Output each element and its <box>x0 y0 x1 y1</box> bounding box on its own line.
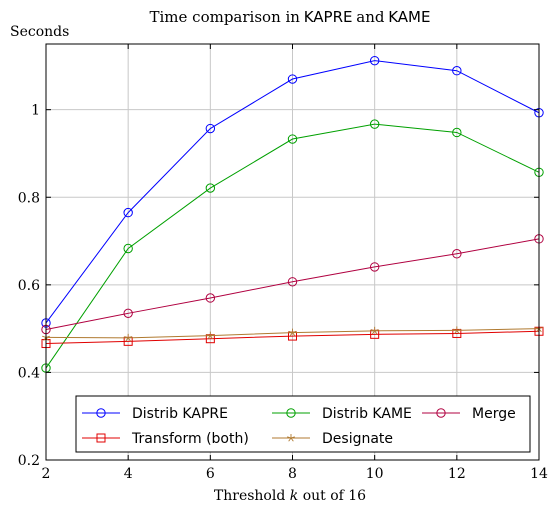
y-tick-label: 0.8 <box>18 190 40 206</box>
data-point <box>287 74 298 84</box>
grid <box>46 44 539 460</box>
star-ray <box>45 335 50 338</box>
star-ray <box>454 330 458 334</box>
data-point <box>452 66 462 76</box>
data-point <box>123 207 133 218</box>
y-tick-label: 0.4 <box>18 365 40 381</box>
legend-marker <box>96 408 106 418</box>
x-tick-label: 2 <box>42 466 51 482</box>
star-ray <box>125 337 129 342</box>
star-ray <box>128 336 133 339</box>
legend-label: Designate <box>322 431 393 447</box>
legend-marker <box>436 408 446 418</box>
x-tick-label: 6 <box>206 466 215 482</box>
star-ray <box>292 330 297 334</box>
star-ray <box>374 330 378 335</box>
x-axis-label: Threshold k out of 16 <box>214 488 366 504</box>
star-ray <box>290 436 295 439</box>
y-axis-label: Seconds <box>10 24 69 40</box>
star-ray <box>288 330 293 334</box>
star-ray <box>288 437 292 442</box>
legend-label: Transform (both) <box>131 431 249 447</box>
star-ray <box>124 336 129 339</box>
legend-item: Transform (both) <box>82 431 249 447</box>
data-point <box>205 183 216 193</box>
data-point <box>206 331 215 340</box>
legend-label: Distrib KAME <box>322 406 412 422</box>
star-ray <box>127 337 131 342</box>
data-point <box>124 333 133 342</box>
axis-ticks: 2 4 6 8 10 12 14 0.2 0.4 0.6 0.8 1 <box>18 44 548 482</box>
data-point <box>287 277 298 287</box>
legend-marker <box>286 408 296 418</box>
legend-item: Designate <box>272 431 393 447</box>
star-ray <box>374 329 379 332</box>
star-ray <box>207 335 211 340</box>
series-distrib-kame <box>41 119 544 373</box>
legend-item: Distrib KAPRE <box>82 406 228 422</box>
legend-label: Distrib KAPRE <box>132 406 228 422</box>
legend-item: Distrib KAME <box>272 406 412 422</box>
star-ray <box>209 335 214 340</box>
data-point <box>370 326 379 335</box>
series-line <box>45 238 540 330</box>
x-tick-label: 8 <box>288 466 297 482</box>
data-point <box>369 119 380 129</box>
data-point <box>123 308 133 319</box>
y-tick-label: 0.6 <box>18 278 40 294</box>
legend: Distrib KAPRE Distrib KAME Merge Transform … <box>75 395 531 453</box>
star-ray <box>452 328 457 331</box>
star-ray <box>535 326 540 330</box>
star-ray <box>456 328 461 331</box>
star-ray <box>287 436 292 439</box>
series-merge <box>41 234 544 335</box>
legend-box <box>75 395 531 453</box>
star-ray <box>289 332 293 337</box>
star-ray <box>292 332 296 337</box>
series-line <box>45 330 540 345</box>
legend-marker <box>287 434 295 442</box>
legend-item: Merge <box>422 406 516 422</box>
series-layer <box>41 55 544 373</box>
y-tick-label: 1 <box>31 103 40 119</box>
series-line <box>45 60 540 324</box>
data-point <box>288 328 297 337</box>
data-point <box>287 134 298 144</box>
data-point <box>205 123 216 134</box>
star-ray <box>371 330 376 335</box>
series-line <box>45 123 540 369</box>
x-tick-label: 4 <box>124 466 133 482</box>
star-ray <box>42 335 47 338</box>
legend-label: Merge <box>472 406 516 422</box>
star-ray <box>456 330 460 334</box>
x-tick-label: 12 <box>448 466 466 482</box>
star-ray <box>210 333 215 337</box>
data-point <box>205 293 216 303</box>
x-tick-label: 14 <box>530 466 548 482</box>
data-point <box>369 262 380 272</box>
chart-title: Time comparison in KAPRE and KAME <box>150 8 431 26</box>
star-ray <box>370 329 375 332</box>
data-point <box>452 127 462 138</box>
data-point <box>369 55 380 66</box>
legend-marker <box>96 433 106 443</box>
y-tick-label: 0.2 <box>18 453 40 469</box>
star-ray <box>538 326 543 330</box>
star-ray <box>206 333 211 337</box>
data-point <box>452 249 462 259</box>
data-point <box>123 243 133 254</box>
data-point <box>452 326 461 334</box>
star-ray <box>290 437 294 442</box>
x-tick-label: 10 <box>366 466 384 482</box>
